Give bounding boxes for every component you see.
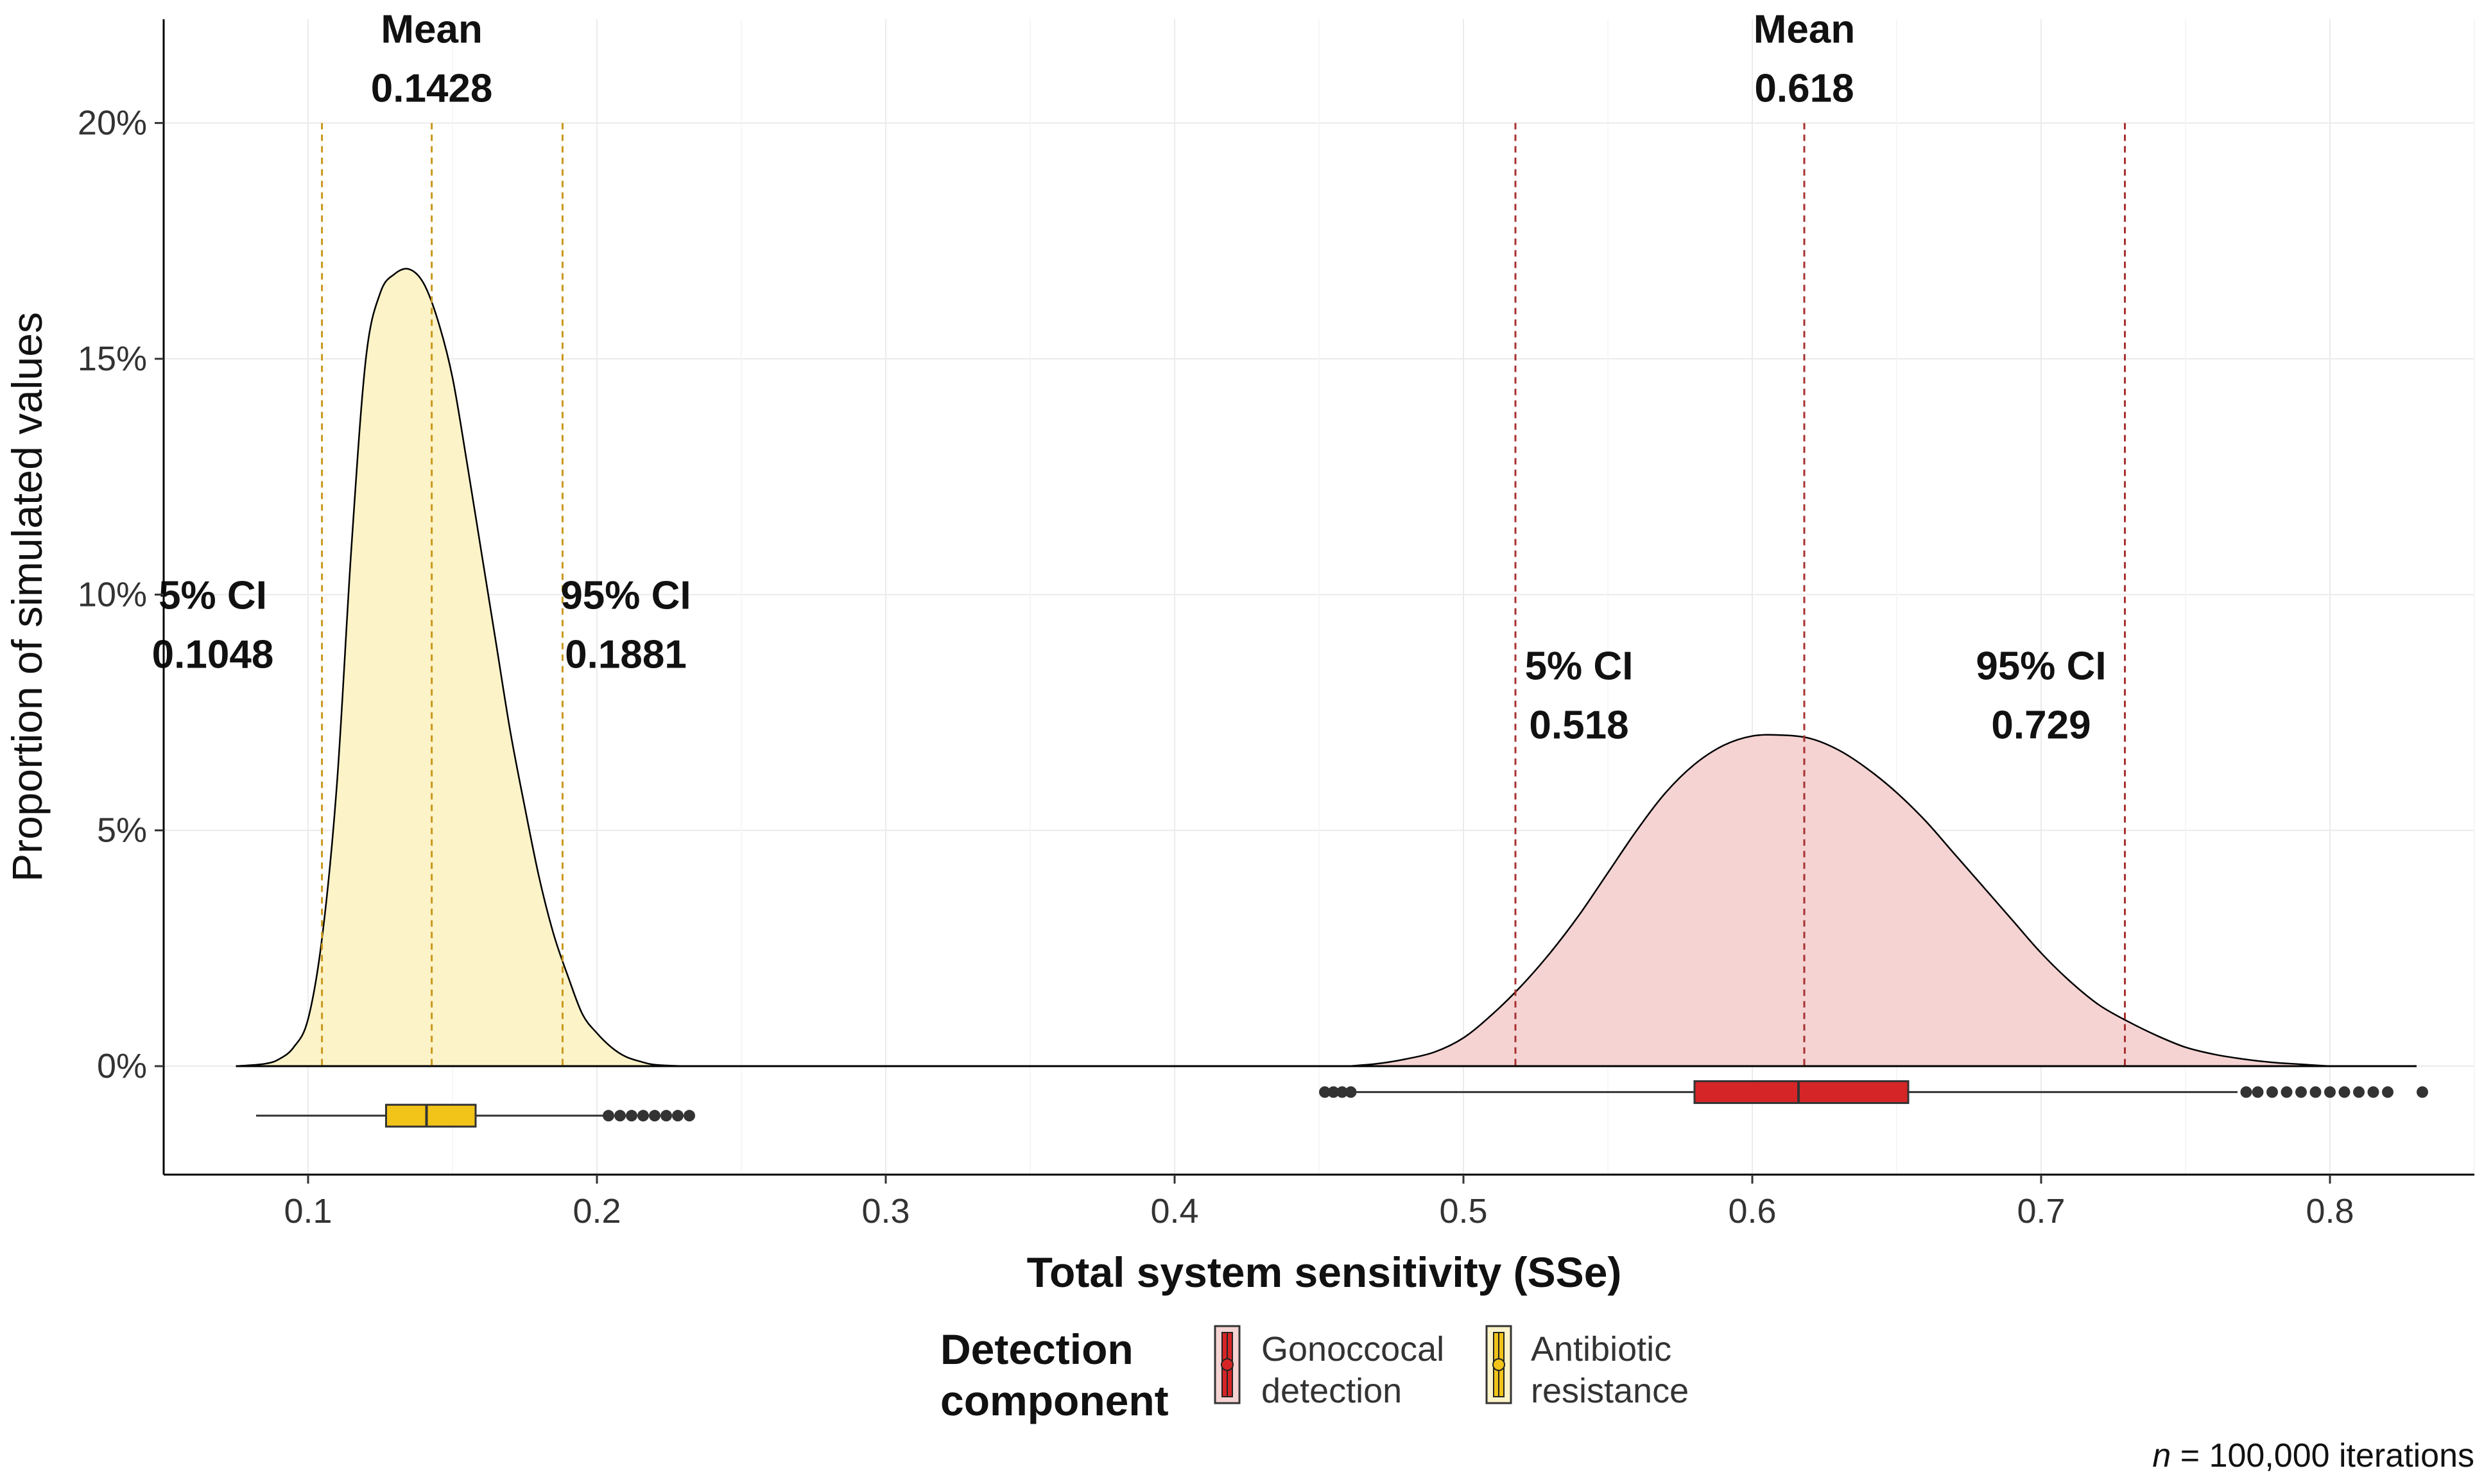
box-outlier-1-9 [2309,1086,2322,1098]
box-outlier-1-5 [2252,1086,2264,1098]
legend-label-gonococcal-line-1: Gonoccocal [1261,1330,1444,1368]
x-tick-label-2: 0.3 [861,1192,910,1230]
x-axis-ticks: 0.1 0.2 0.3 0.4 0.5 0.6 0.7 0.8 [284,1175,2354,1230]
box-outlier-1-4 [2240,1086,2252,1098]
annotation-text-0-2-0: 95% CI [560,573,691,617]
annotation-1-0: Mean 0.618 [1754,8,1855,111]
box-outlier-1-12 [2353,1086,2365,1098]
annotation-0-2: 95% CI 0.1881 [560,573,691,677]
y-axis-ticks: 0% 5% 10% 15% 20% [78,104,164,1085]
box-outlier-1-11 [2338,1086,2350,1098]
annotation-text-1-0-0: Mean [1754,8,1855,52]
annotation-text-1-1-0: 5% CI [1525,644,1634,689]
x-axis-title: Total system sensitivity (SSe) [1027,1248,1622,1296]
box-outlier-0-1 [614,1110,626,1122]
y-tick-label-2: 10% [78,575,147,614]
annotation-text-0-1-0: 5% CI [159,573,267,617]
box-outlier-0-7 [684,1110,695,1122]
annotation-text-1-0-1: 0.618 [1754,67,1854,111]
density-line-0 [236,268,684,1067]
iterations-caption: n = 100,000 iterations [2152,1437,2474,1474]
box-iqr-1 [1693,1080,1910,1104]
x-tick-label-5: 0.6 [1728,1192,1776,1230]
box-outlier-0-5 [660,1110,672,1122]
box-outlier-1-1 [1327,1086,1340,1098]
box-outlier-1-6 [2266,1086,2278,1098]
legend-label-gonococcal-line-2: detection [1261,1372,1402,1410]
annotation-text-0-0-0: Mean [381,8,482,52]
legend-title-line-1: Detection [940,1325,1134,1373]
y-tick-label-3: 15% [78,340,147,378]
box-outlier-1-13 [2367,1086,2379,1098]
box-outlier-0-4 [649,1110,660,1122]
annotation-text-1-2-1: 0.729 [1991,703,2091,748]
x-tick-label-4: 0.5 [1439,1192,1487,1230]
annotation-text-0-1-1: 0.1048 [152,632,274,677]
annotation-1-1: 5% CI 0.518 [1525,644,1634,748]
box-outlier-1-10 [2324,1086,2336,1098]
y-axis-title: Proportion of simulated values [3,312,51,882]
annotation-text-1-1-1: 0.518 [1529,703,1628,748]
caption-rest: = 100,000 iterations [2171,1437,2474,1474]
box-outlier-1-15 [2417,1086,2428,1098]
box-outlier-0-0 [603,1110,614,1122]
box-iqr-0 [385,1103,477,1128]
x-tick-label-1: 0.2 [573,1192,621,1230]
x-tick-label-3: 0.4 [1150,1192,1198,1230]
box-outlier-0-6 [672,1110,684,1122]
legend-key-antibiotic [1485,1325,1512,1404]
density-area-0 [236,268,684,1067]
density-area-1 [1348,734,2330,1067]
annotation-0-1: 5% CI 0.1048 [152,573,274,677]
box-outlier-0-2 [626,1110,637,1122]
box-outlier-0-3 [637,1110,649,1122]
annotation-text-0-2-1: 0.1881 [565,632,687,677]
annotation-1-2: 95% CI 0.729 [1976,644,2106,748]
box-outlier-1-14 [2382,1086,2393,1098]
x-tick-label-7: 0.8 [2306,1192,2354,1230]
box-outlier-1-7 [2281,1086,2293,1098]
x-tick-label-0: 0.1 [284,1192,332,1230]
legend-title-line-2: component [940,1377,1169,1424]
annotations: Mean 0.1428 5% CI 0.1048 95% CI 0.1881 Mean 0.6… [152,8,2107,748]
legend-label-antibiotic-line-1: Antibiotic [1531,1330,1671,1368]
annotation-text-0-0-1: 0.1428 [371,67,493,111]
annotation-0-0: Mean 0.1428 [371,8,493,111]
box-outlier-1-3 [1345,1086,1357,1098]
caption-n: n [2152,1437,2171,1474]
legend-key-gonococcal [1214,1325,1241,1404]
y-tick-label-1: 5% [97,811,147,850]
legend: Detection component Gonoccocal detection… [940,1325,1689,1424]
box-outlier-1-8 [2295,1086,2307,1098]
boxplots [256,1080,2428,1128]
annotation-text-1-2-0: 95% CI [1976,644,2106,689]
density-curves [236,268,2331,1067]
legend-label-antibiotic-line-2: resistance [1531,1372,1689,1410]
box-outlier-1-0 [1319,1086,1331,1098]
y-tick-label-4: 20% [78,104,147,142]
density-line-1 [1347,734,2331,1067]
reference-lines [321,123,2126,1067]
box-outlier-1-2 [1336,1086,1348,1098]
y-tick-label-0: 0% [97,1047,147,1085]
x-tick-label-6: 0.7 [2017,1192,2065,1230]
